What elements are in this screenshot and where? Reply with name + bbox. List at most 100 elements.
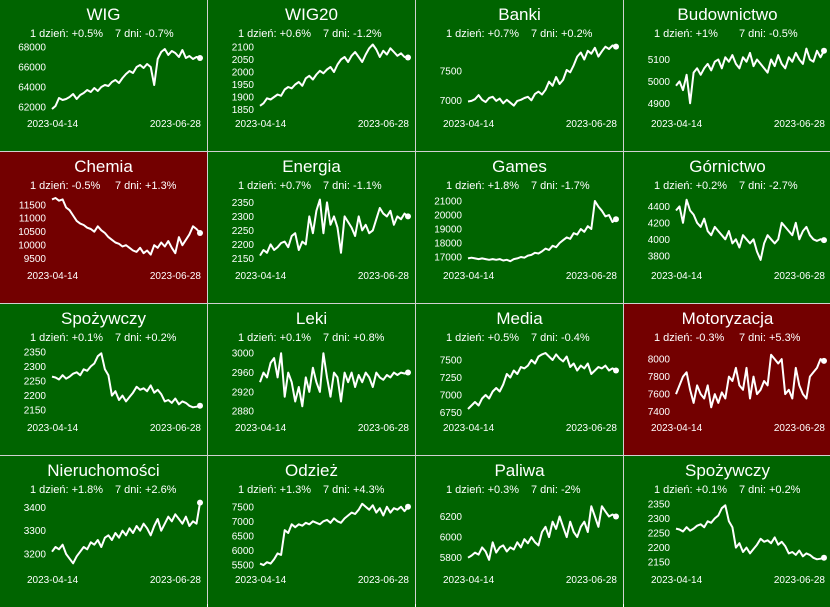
panel-background: [624, 456, 830, 607]
change-1-day: 1 dzień: +0.5%: [30, 28, 104, 40]
chart-panel-banki: 7500 7000 Banki 1 dzień: +0.7% 7 dni: +0.2% 2…: [416, 0, 623, 151]
chart-title: Spożywczy: [684, 461, 771, 480]
y-tick-label: 2200: [648, 543, 671, 554]
y-tick-label: 3300: [24, 526, 47, 537]
y-tick-label: 3800: [648, 251, 671, 262]
x-date-end: 2023-06-28: [149, 423, 201, 434]
x-date-end: 2023-06-28: [565, 271, 617, 282]
chart-svg: 7500 7000: [416, 0, 623, 151]
change-7-days: 7 dni: +0.2%: [739, 484, 801, 496]
last-point-marker: [613, 513, 619, 520]
y-tick-label: 11500: [19, 200, 47, 211]
x-date-start: 2023-04-14: [235, 271, 287, 282]
panel-background: [416, 0, 623, 151]
series-line: [51, 352, 201, 409]
last-point-marker: [197, 230, 203, 237]
y-tick-label: 7000: [440, 391, 463, 402]
x-date-end: 2023-06-28: [773, 119, 825, 130]
series-line: [51, 197, 201, 256]
y-tick-label: 20000: [434, 211, 462, 222]
last-point-marker: [197, 499, 203, 506]
y-tick-label: 2200: [232, 240, 255, 251]
chart-svg: 7500 7000 6500 6000 5500: [208, 456, 415, 607]
last-point-marker: [405, 503, 411, 510]
x-date-end: 2023-06-28: [149, 271, 201, 282]
chart-svg: 8000 7800 7600 7400: [624, 304, 830, 455]
chart-panel-wig: 68000 66000 64000 62000 WIG 1 dzień: +0.5% 7 d…: [0, 0, 207, 151]
change-1-day: 1 dzień: +1%: [654, 28, 718, 40]
change-1-day: 1 dzień: -0.3%: [654, 332, 725, 344]
y-tick-label: 3200: [24, 550, 47, 561]
series-line: [467, 352, 617, 410]
y-tick-label: 19000: [434, 225, 462, 236]
x-date-end: 2023-06-28: [565, 575, 617, 586]
x-date-end: 2023-06-28: [149, 575, 201, 586]
change-7-days: 7 dni: -1.1%: [323, 180, 382, 192]
panel-background: [624, 304, 830, 455]
chart-panel-spozywczy: 2350 2300 2250 2200 2150 Spożywczy 1 dzień: +0…: [624, 456, 830, 607]
chart-svg: 5100 5000 4900: [624, 0, 830, 151]
change-7-days: 7 dni: -1.2%: [323, 28, 382, 40]
last-point-marker: [821, 357, 827, 364]
y-tick-label: 2350: [24, 347, 47, 358]
y-tick-label: 62000: [18, 103, 46, 114]
y-tick-label: 4900: [648, 99, 671, 110]
chart-title: Odzież: [285, 461, 338, 480]
y-tick-label: 21000: [434, 197, 462, 208]
y-tick-label: 2150: [232, 254, 255, 265]
chart-panel-games: 21000 20000 19000 18000 17000 Games 1 dzień: +…: [416, 152, 623, 303]
y-tick-label: 2200: [24, 391, 47, 402]
x-date-start: 2023-04-14: [443, 575, 495, 586]
chart-title: Energia: [282, 157, 341, 176]
y-tick-label: 68000: [18, 43, 46, 54]
last-point-marker: [405, 369, 411, 376]
panel-background: [0, 0, 207, 151]
y-tick-label: 10500: [18, 227, 46, 238]
y-tick-label: 2350: [648, 499, 671, 510]
x-date-start: 2023-04-14: [235, 423, 287, 434]
series-line: [259, 43, 409, 107]
change-7-days: 7 dni: -0.4%: [531, 332, 590, 344]
y-tick-label: 5800: [440, 553, 463, 564]
chart-svg: 3400 3300 3200: [0, 456, 207, 607]
change-7-days: 7 dni: +1.3%: [115, 180, 177, 192]
last-point-marker: [821, 47, 827, 54]
panel-background: [624, 0, 830, 151]
y-tick-label: 7500: [440, 67, 463, 78]
panel-divider-vertical: [207, 0, 208, 604]
last-point-marker: [821, 237, 827, 244]
y-tick-label: 7400: [648, 407, 671, 418]
series-line: [259, 198, 409, 257]
chart-svg: 2350 2300 2250 2200 2150: [624, 456, 830, 607]
change-1-day: 1 dzień: +1.8%: [30, 484, 104, 496]
x-date-start: 2023-04-14: [651, 271, 703, 282]
y-tick-label: 6200: [440, 512, 463, 523]
y-tick-label: 6000: [440, 533, 463, 544]
change-7-days: 7 dni: +0.2%: [531, 28, 593, 40]
series-line: [675, 353, 825, 409]
last-point-marker: [405, 54, 411, 61]
chart-svg: 11500 11000 10500 10000 9500: [0, 152, 207, 303]
x-date-start: 2023-04-14: [235, 575, 287, 586]
x-date-start: 2023-04-14: [27, 119, 79, 130]
y-tick-label: 9500: [24, 254, 47, 265]
x-date-start: 2023-04-14: [443, 119, 495, 130]
y-tick-label: 17000: [434, 253, 462, 264]
y-tick-label: 1850: [232, 105, 255, 116]
x-date-end: 2023-06-28: [565, 119, 617, 130]
y-tick-label: 8000: [648, 355, 671, 366]
chart-panel-motoryzacja: 8000 7800 7600 7400 Motoryzacja 1 dzień: -0.3…: [624, 304, 830, 455]
series-line: [467, 505, 617, 561]
y-tick-label: 10000: [18, 241, 46, 252]
y-tick-label: 7000: [232, 517, 255, 528]
series-line: [675, 504, 825, 561]
chart-panel-chemia: 11500 11000 10500 10000 9500 Chemia 1 dzień: -…: [0, 152, 207, 303]
x-date-end: 2023-06-28: [565, 423, 617, 434]
change-1-day: 1 dzień: +1.8%: [446, 180, 520, 192]
chart-title: Paliwa: [494, 461, 545, 480]
x-date-start: 2023-04-14: [651, 575, 703, 586]
y-tick-label: 2350: [232, 198, 255, 209]
panel-background: [0, 152, 207, 303]
x-date-end: 2023-06-28: [357, 119, 409, 130]
